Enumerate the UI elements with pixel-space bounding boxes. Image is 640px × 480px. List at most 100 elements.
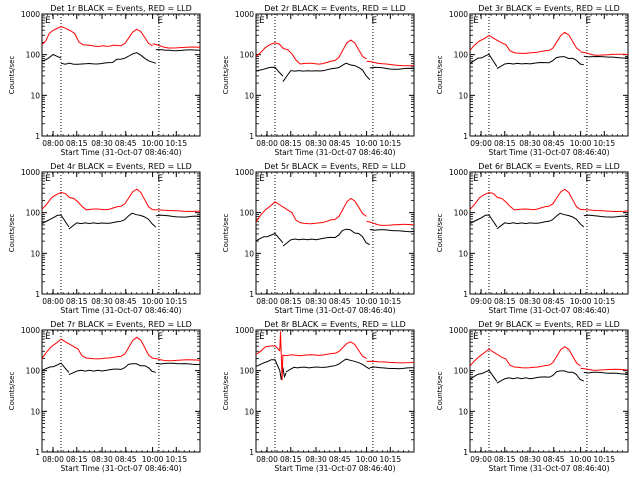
detector-panel: Det 1r BLACK = Events, RED = LLD 1 10 100 10… xyxy=(8,4,201,157)
series-line xyxy=(469,214,498,228)
x-tick-label: 10:15 xyxy=(379,297,401,306)
series-line xyxy=(41,214,70,228)
y-tick-label: 1000 xyxy=(235,168,254,177)
x-axis-label: Start Time (31-Oct-07 08:46:40) xyxy=(274,464,395,473)
e-marker: E xyxy=(585,332,591,342)
x-tick-label: 08:45 xyxy=(115,297,137,306)
y-axis-label: Counts/sec xyxy=(222,372,230,411)
y-tick-label: 1000 xyxy=(449,168,468,177)
y-tick-label: 10 xyxy=(244,407,254,416)
detector-panel: Det 8r BLACK = Events, RED = LLD 1 10 100 10… xyxy=(222,320,415,473)
x-tick-label: 10:15 xyxy=(379,139,401,148)
series-line xyxy=(255,39,367,65)
x-tick-label: 10:00 xyxy=(142,297,164,306)
y-tick-label: 1000 xyxy=(235,326,254,335)
x-tick-label: 08:30 xyxy=(91,297,113,306)
x-tick-label: 09:00 xyxy=(470,297,492,306)
series-lld xyxy=(41,336,201,362)
x-tick-label: 08:45 xyxy=(543,297,565,306)
x-axis-label: Start Time (31-Oct-07 08:46:40) xyxy=(274,306,395,315)
x-tick-label: 08:45 xyxy=(543,139,565,148)
x-tick-label: 10:15 xyxy=(379,455,401,464)
e-marker: E xyxy=(473,16,479,26)
x-axis-label: Start Time (31-Oct-07 08:46:40) xyxy=(60,306,181,315)
panel-title: Det 5r BLACK = Events, RED = LLD xyxy=(264,162,406,171)
y-tick-label: 1 xyxy=(249,132,254,141)
series-line xyxy=(152,357,201,362)
panel-title: Det 6r BLACK = Events, RED = LLD xyxy=(478,162,620,171)
x-tick-label: 08:15 xyxy=(66,455,88,464)
series-line xyxy=(366,220,415,226)
x-tick-label: 09:00 xyxy=(470,139,492,148)
plot-frame xyxy=(255,171,415,295)
series-line xyxy=(580,367,629,371)
detector-panel: Det 5r BLACK = Events, RED = LLD 1 10 100 10… xyxy=(222,162,415,315)
x-axis-label: Start Time (31-Oct-07 08:46:40) xyxy=(60,464,181,473)
y-axis-label: Counts/sec xyxy=(222,56,230,95)
detector-panel: Det 7r BLACK = Events, RED = LLD 1 10 100 10… xyxy=(8,320,201,473)
x-tick-label: 08:30 xyxy=(305,297,327,306)
detector-panel: Det 3r BLACK = Events, RED = LLD 1 10 100 10… xyxy=(436,4,629,157)
series-line xyxy=(152,43,201,49)
detector-panel: Det 2r BLACK = Events, RED = LLD 1 10 100 10… xyxy=(222,4,415,157)
series-line xyxy=(366,60,415,67)
plot-frame xyxy=(255,13,415,137)
panel-title: Det 7r BLACK = Events, RED = LLD xyxy=(50,320,192,329)
detector-panel: Det 6r BLACK = Events, RED = LLD 1 10 100 10… xyxy=(436,162,629,315)
y-tick-label: 1 xyxy=(463,448,468,457)
e-marker: E xyxy=(157,174,163,184)
series-line xyxy=(496,212,585,230)
series-line xyxy=(41,53,62,62)
x-tick-label: 08:30 xyxy=(305,455,327,464)
series-events xyxy=(41,212,201,230)
series-line xyxy=(255,197,367,225)
x-tick-label: 08:45 xyxy=(329,455,351,464)
e-marker: E xyxy=(585,174,591,184)
plot-frame xyxy=(469,13,629,137)
y-tick-label: 100 xyxy=(454,367,469,376)
x-tick-label: 08:15 xyxy=(494,139,516,148)
y-axis-label: Counts/sec xyxy=(436,372,444,411)
x-tick-label: 10:15 xyxy=(593,297,615,306)
x-axis-label: Start Time (31-Oct-07 08:46:40) xyxy=(60,148,181,157)
x-tick-label: 10:15 xyxy=(165,455,187,464)
detector-panel: Det 9r BLACK = Events, RED = LLD 1 10 100 10… xyxy=(436,320,629,473)
x-tick-label: 08:00 xyxy=(42,455,64,464)
y-tick-label: 1 xyxy=(35,132,40,141)
series-line xyxy=(369,66,415,70)
e-marker: E xyxy=(473,174,479,184)
series-events xyxy=(255,228,415,247)
x-tick-label: 08:00 xyxy=(256,455,278,464)
x-tick-label: 08:45 xyxy=(115,455,137,464)
panel-title: Det 8r BLACK = Events, RED = LLD xyxy=(264,320,406,329)
y-tick-label: 100 xyxy=(26,51,41,60)
x-tick-label: 10:00 xyxy=(356,455,378,464)
series-events xyxy=(41,362,201,376)
y-tick-label: 1000 xyxy=(21,10,40,19)
y-tick-label: 10 xyxy=(244,91,254,100)
y-tick-label: 10 xyxy=(458,249,468,258)
plot-frame xyxy=(41,13,201,137)
series-line xyxy=(155,214,201,218)
x-tick-label: 08:15 xyxy=(494,455,516,464)
y-axis-label: Counts/sec xyxy=(8,372,16,411)
series-line xyxy=(369,229,415,233)
x-tick-label: 08:15 xyxy=(66,139,88,148)
e-marker: E xyxy=(371,332,377,342)
plot-frame xyxy=(41,329,201,453)
x-tick-label: 09:00 xyxy=(470,455,492,464)
plot-frame xyxy=(41,171,201,295)
e-marker: E xyxy=(473,332,479,342)
series-lld xyxy=(255,331,415,381)
e-marker: E xyxy=(157,332,163,342)
series-line xyxy=(255,359,287,380)
x-tick-label: 08:00 xyxy=(42,139,64,148)
series-line xyxy=(496,370,584,384)
x-tick-label: 10:00 xyxy=(570,455,592,464)
series-events xyxy=(255,358,415,380)
y-tick-label: 1 xyxy=(249,448,254,457)
panel-title: Det 3r BLACK = Events, RED = LLD xyxy=(478,4,620,13)
series-line xyxy=(282,228,371,247)
series-line xyxy=(282,341,367,359)
series-events xyxy=(41,49,201,65)
